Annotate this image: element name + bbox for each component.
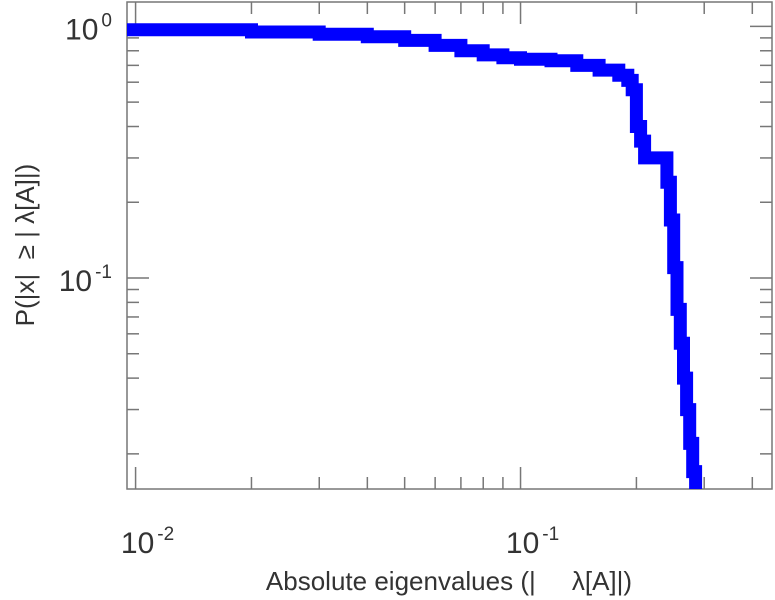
y-tick-label: 10 -1: [59, 262, 112, 298]
series-line: [127, 23, 703, 489]
x-tick-label: 10 -2: [121, 524, 174, 560]
y-axis-label: P(|x| ≥ | λ[A]|): [10, 164, 40, 327]
minor-ticks: [127, 2, 772, 489]
y-tick-label: 10 0: [65, 10, 112, 46]
major-ticks: [127, 2, 772, 489]
x-axis-label: Absolute eigenvalues (| λ[A]|): [266, 566, 632, 596]
tick-labels: 10 -2 10 -1 10 0 10 -1: [59, 10, 559, 560]
plot-frame: [126, 1, 773, 490]
x-tick-label: 10 -1: [506, 524, 559, 560]
